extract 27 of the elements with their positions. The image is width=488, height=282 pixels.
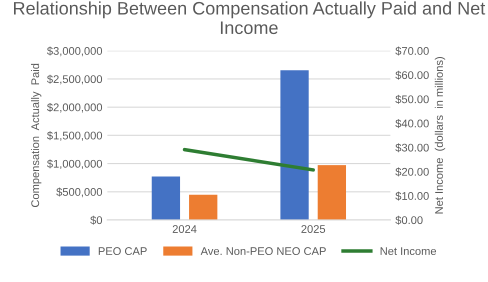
y-tick-label: $2,500,000	[47, 74, 102, 84]
bar	[152, 176, 180, 220]
bar	[318, 165, 346, 220]
legend-label: Net Income	[380, 247, 436, 256]
y2-tick-label: $60.00	[395, 70, 429, 80]
legend-label: Ave. Non-PEO NEO CAP	[200, 247, 326, 256]
y2-tick-label: $50.00	[395, 94, 429, 104]
y-tick-label: $2,000,000	[47, 102, 102, 113]
legend-label: PEO CAP	[98, 247, 147, 256]
y2-tick-label: $70.00	[395, 46, 429, 56]
bar	[280, 70, 309, 220]
chart-title: Relationship Between Compensation Actually Paid and Net Income	[14, 1, 486, 34]
y-tick-label: $0	[90, 216, 102, 225]
y-tick-label: $3,000,000	[47, 46, 102, 56]
x-tick-label: 2024	[172, 225, 197, 233]
y-tick-label: $1,000,000	[47, 159, 102, 170]
x-tick-label: 2025	[301, 225, 326, 233]
y2-tick-label: $40.00	[395, 119, 429, 128]
y-tick-label: $1,500,000	[47, 131, 102, 141]
y2-tick-label: $10.00	[395, 192, 429, 201]
y2-axis-title: Net Income (dollars in millions)	[434, 57, 446, 214]
y-axis-title: Compensation Actually Paid	[30, 64, 42, 208]
y2-tick-label: $20.00	[395, 167, 429, 176]
y-tick-label: $500,000	[56, 188, 102, 198]
y2-tick-label: $0.00	[395, 216, 423, 225]
bar	[189, 194, 218, 220]
y2-tick-label: $30.00	[395, 143, 429, 152]
